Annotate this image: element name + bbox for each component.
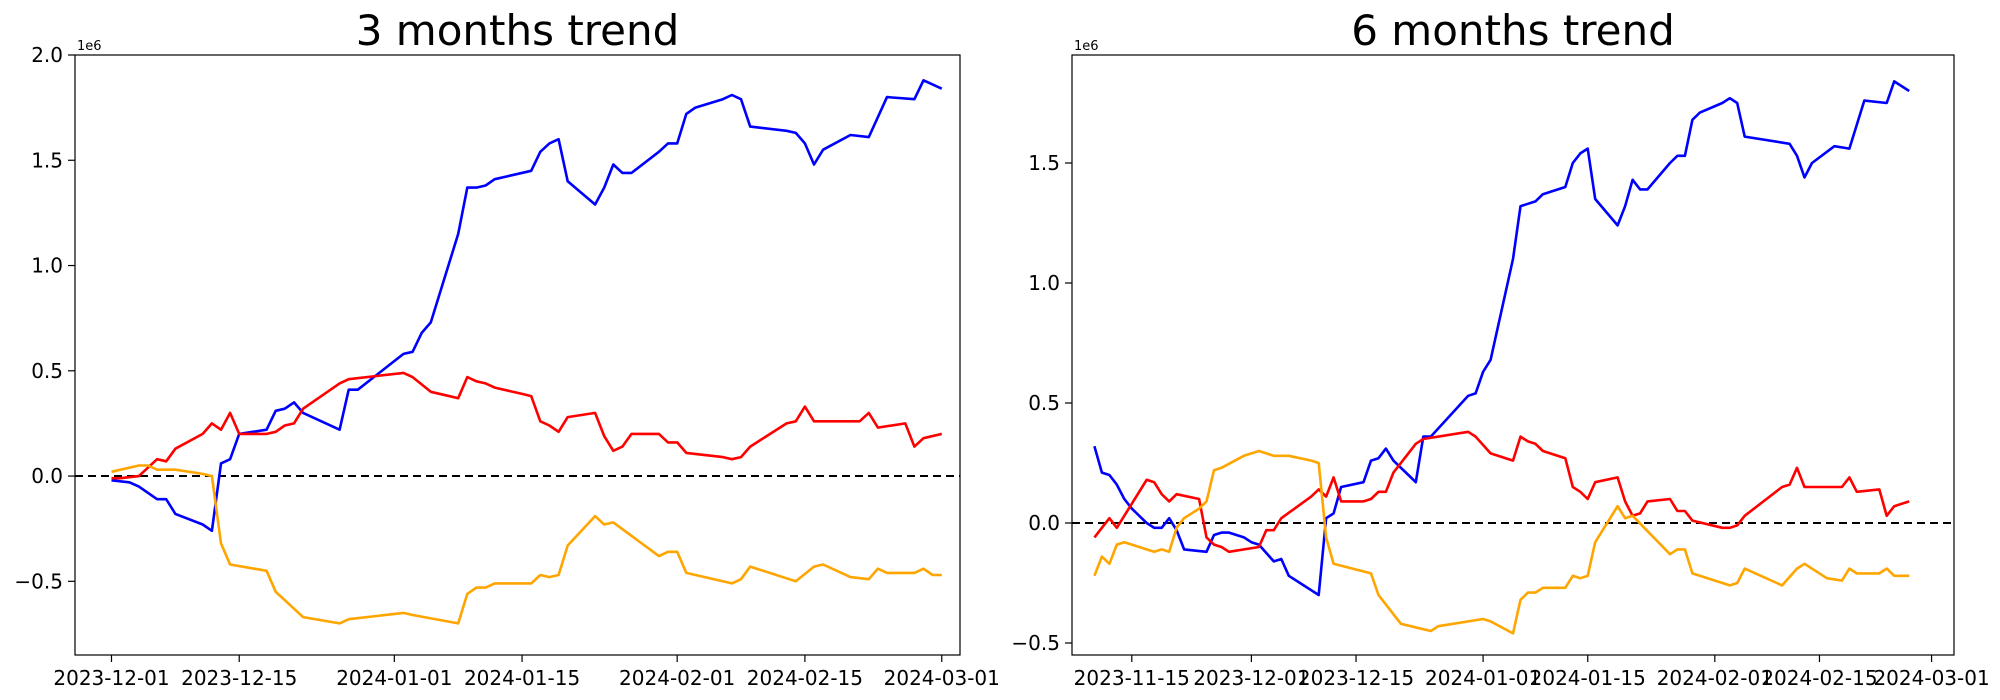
- x-tick-label: 2023-11-15: [1074, 666, 1190, 690]
- y-tick-label: 1.5: [31, 148, 63, 172]
- x-tick-label: 2024-02-15: [747, 666, 863, 690]
- series-line: [111, 464, 942, 625]
- x-tick-label: 2024-03-01: [884, 666, 1000, 690]
- chart-6-months: 6 months trend 1e6 −0.5 0.0 0.5 1.0 1.5 2023…: [1011, 6, 1989, 690]
- x-tick-label: 2024-01-15: [464, 666, 580, 690]
- series-line: [111, 79, 943, 533]
- y-tick-label: 0.0: [31, 464, 63, 488]
- y-tick-label: 1.0: [31, 254, 63, 278]
- chart-title: 6 months trend: [1351, 6, 1675, 55]
- series-lines: [1093, 80, 1910, 635]
- x-tick-label: 2023-12-01: [53, 666, 169, 690]
- y-tick-label: 1.0: [1028, 271, 1060, 295]
- series-line: [1093, 80, 1910, 597]
- x-axis: 2023-12-01 2023-12-15 2024-01-01 2024-01-15…: [53, 655, 1000, 690]
- chart-title: 3 months trend: [356, 6, 680, 55]
- plot-frame: [1071, 54, 1955, 656]
- y-tick-label: 1.5: [1028, 151, 1060, 175]
- y-tick-label: 0.5: [1028, 391, 1060, 415]
- y-tick-label: 0.0: [1028, 511, 1060, 535]
- y-axis: −0.5 0.0 0.5 1.0 1.5: [1011, 151, 1072, 655]
- x-tick-label: 2024-02-01: [1657, 666, 1773, 690]
- x-tick-label: 2024-01-15: [1530, 666, 1646, 690]
- x-tick-label: 2023-12-15: [181, 666, 297, 690]
- x-tick-label: 2023-12-15: [1298, 666, 1414, 690]
- plot-frame: [74, 54, 961, 656]
- series-lines: [111, 79, 943, 625]
- x-tick-label: 2024-03-01: [1873, 666, 1989, 690]
- series-line: [111, 371, 943, 480]
- x-tick-label: 2024-02-15: [1761, 666, 1877, 690]
- y-scale-label: 1e6: [1074, 39, 1099, 54]
- y-tick-label: −0.5: [1011, 631, 1060, 655]
- x-tick-label: 2024-01-01: [1425, 666, 1541, 690]
- x-tick-label: 2023-12-01: [1193, 666, 1309, 690]
- y-tick-label: 0.5: [31, 359, 63, 383]
- y-tick-label: −0.5: [14, 569, 63, 593]
- y-tick-label: 2.0: [31, 43, 63, 67]
- y-axis: −0.5 0.0 0.5 1.0 1.5 2.0: [14, 43, 75, 593]
- y-scale-label: 1e6: [77, 39, 102, 54]
- series-line: [1093, 449, 1910, 635]
- x-tick-label: 2024-01-01: [336, 666, 452, 690]
- x-tick-label: 2024-02-01: [619, 666, 735, 690]
- chart-3-months: 3 months trend 1e6 −0.5 0.0 0.5 1.0 1.5 2.0 2…: [14, 6, 999, 690]
- series-line: [1093, 430, 1910, 554]
